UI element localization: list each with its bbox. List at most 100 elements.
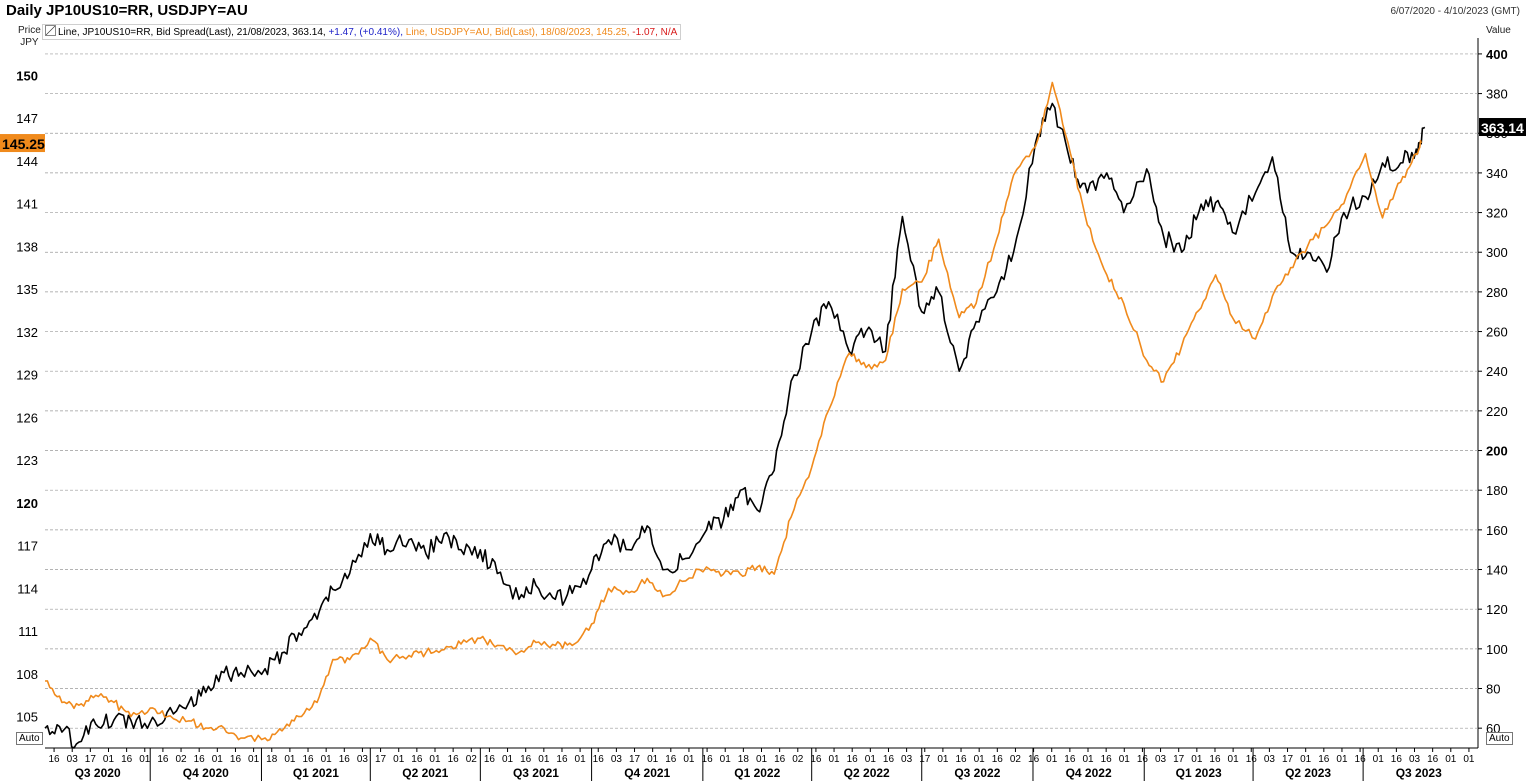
quarter-label: Q3 2021 — [513, 766, 559, 780]
left-tick-label: 105 — [16, 710, 38, 725]
x-tick-label: 16 — [1064, 754, 1076, 765]
x-tick-label: 16 — [556, 754, 568, 765]
legend-series-1: Line, JP10US10=RR, Bid Spread(Last), 21/… — [58, 27, 326, 38]
x-axis: 16 03 17 01 16 01 16 02 16 01 16 01 18 01 16 01 16 03 17 01… — [49, 748, 1475, 781]
x-tick-label: 16 — [774, 754, 786, 765]
x-tick-label: 03 — [357, 754, 369, 765]
line-chart-icon — [45, 25, 56, 36]
x-tick-label: 16 — [992, 754, 1004, 765]
quarter-label: Q3 2022 — [954, 766, 1000, 780]
quarter-label: Q4 2021 — [624, 766, 670, 780]
legend-series-1-pct: (+0.41%), — [359, 27, 403, 38]
legend-series-2: Line, USDJPY=AU, Bid(Last), 18/08/2023, … — [405, 27, 630, 38]
x-tick-label: 16 — [157, 754, 169, 765]
left-tick-label: 114 — [17, 581, 38, 596]
legend-series-1-change: +1.47, — [328, 27, 357, 38]
legend-series-2-na: N/A — [660, 27, 678, 38]
grid-lines — [45, 38, 1479, 749]
x-tick-label: 01 — [828, 754, 840, 765]
x-tick-label: 16 — [484, 754, 496, 765]
right-tick-label: 120 — [1486, 602, 1508, 617]
left-tick-label: 126 — [16, 410, 38, 425]
x-tick-label: 01 — [756, 754, 768, 765]
quarter-label: Q3 2023 — [1396, 766, 1442, 780]
right-last-value-text: 363.14 — [1481, 120, 1524, 136]
chart-title: Daily JP10US10=RR, USDJPY=AU — [6, 2, 248, 19]
auto-scale-right-button[interactable]: Auto — [1486, 732, 1513, 745]
quarter-label: Q2 2021 — [402, 766, 448, 780]
left-tick-label: 141 — [16, 197, 38, 212]
left-tick-label: 117 — [17, 539, 38, 554]
x-tick-label: 01 — [1191, 754, 1203, 765]
x-tick-label: 16 — [1209, 754, 1221, 765]
x-tick-label: 18 — [738, 754, 750, 765]
left-axis-unit: Price JPY — [18, 25, 41, 49]
right-tick-label: 200 — [1486, 444, 1508, 459]
x-tick-label: 16 — [194, 754, 206, 765]
left-axis-unit-bottom: JPY — [20, 37, 39, 48]
right-axis-unit: Value — [1486, 25, 1511, 36]
left-tick-label: 111 — [18, 624, 38, 639]
x-tick-label: 03 — [1409, 754, 1421, 765]
x-tick-label: 01 — [647, 754, 659, 765]
series-line-usdjpy — [44, 81, 1422, 742]
x-tick-label: 01 — [1119, 754, 1131, 765]
right-tick-label: 380 — [1486, 87, 1508, 102]
x-tick-label: 02 — [1010, 754, 1022, 765]
left-axis-unit-top: Price — [18, 25, 41, 36]
x-tick-label: 02 — [175, 754, 187, 765]
x-tick-label: 16 — [810, 754, 822, 765]
x-tick-label: 17 — [629, 754, 641, 765]
x-tick-label: 16 — [121, 754, 133, 765]
x-tick-label: 01 — [538, 754, 550, 765]
x-tick-label: 01 — [1082, 754, 1094, 765]
x-tick-label: 01 — [284, 754, 296, 765]
right-axis: 6080100120140160180200220240260280300320… — [1478, 47, 1508, 736]
x-tick-label: 16 — [49, 754, 61, 765]
x-tick-label: 17 — [919, 754, 931, 765]
x-tick-label: 16 — [1318, 754, 1330, 765]
quarter-label: Q4 2022 — [1066, 766, 1112, 780]
left-tick-label: 108 — [16, 667, 38, 682]
x-tick-label: 16 — [448, 754, 460, 765]
x-tick-label: 16 — [883, 754, 895, 765]
left-tick-label: 132 — [16, 325, 38, 340]
right-tick-label: 300 — [1486, 245, 1508, 260]
x-tick-label: 16 — [847, 754, 859, 765]
x-tick-label: 16 — [339, 754, 351, 765]
left-last-value-text: 145.25 — [2, 136, 45, 152]
left-tick-label: 147 — [16, 111, 38, 126]
x-tick-label: 16 — [593, 754, 605, 765]
x-tick-label: 01 — [502, 754, 514, 765]
x-tick-label: 01 — [1228, 754, 1240, 765]
x-tick-label: 16 — [665, 754, 677, 765]
left-tick-label: 123 — [16, 453, 38, 468]
left-tick-label: 144 — [16, 154, 38, 169]
right-tick-label: 260 — [1486, 325, 1508, 340]
quarter-label: Q1 2023 — [1176, 766, 1222, 780]
x-tick-label: 01 — [720, 754, 732, 765]
plot-series — [44, 81, 1426, 749]
x-tick-label: 02 — [792, 754, 804, 765]
x-tick-label: 16 — [702, 754, 714, 765]
x-tick-label: 01 — [683, 754, 695, 765]
x-tick-label: 01 — [974, 754, 986, 765]
x-tick-label: 02 — [466, 754, 478, 765]
x-tick-label: 01 — [1300, 754, 1312, 765]
x-tick-label: 01 — [321, 754, 333, 765]
chart-legend[interactable]: Line, JP10US10=RR, Bid Spread(Last), 21/… — [42, 24, 682, 40]
quarter-label: Q1 2022 — [734, 766, 780, 780]
auto-scale-left-button[interactable]: Auto — [16, 732, 43, 745]
x-tick-label: 16 — [1137, 754, 1149, 765]
legend-series-2-change: -1.07, — [632, 27, 658, 38]
x-tick-label: 16 — [1028, 754, 1040, 765]
x-tick-label: 16 — [1391, 754, 1403, 765]
left-tick-label: 138 — [16, 239, 38, 254]
right-tick-label: 240 — [1486, 364, 1508, 379]
right-tick-label: 80 — [1486, 682, 1500, 697]
right-tick-label: 180 — [1486, 483, 1508, 498]
right-tick-label: 400 — [1486, 47, 1508, 62]
right-tick-label: 140 — [1486, 563, 1508, 578]
x-tick-label: 16 — [955, 754, 967, 765]
